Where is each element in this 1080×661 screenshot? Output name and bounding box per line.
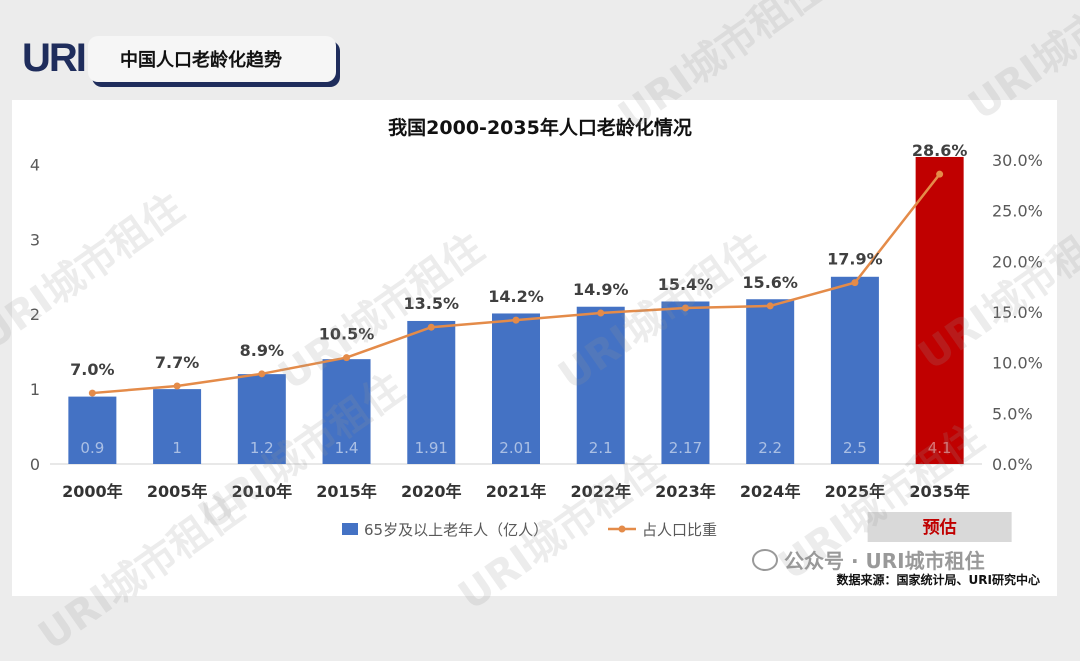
legend-bar-swatch bbox=[342, 523, 358, 535]
x-tick-label: 2022年 bbox=[570, 482, 631, 501]
bar bbox=[68, 396, 117, 464]
bar-data-label: 2.2 bbox=[758, 439, 782, 457]
bar-data-label: 2.17 bbox=[669, 439, 702, 457]
line-point bbox=[766, 302, 774, 310]
x-tick-label: 2025年 bbox=[825, 482, 886, 501]
x-tick-label: 2021年 bbox=[486, 482, 547, 501]
line-point bbox=[427, 323, 435, 331]
chart-title: 我国2000-2035年人口老龄化情况 bbox=[388, 116, 692, 139]
bar bbox=[576, 306, 625, 464]
wechat-icon bbox=[752, 548, 778, 571]
y-right-tick-label: 10.0% bbox=[992, 354, 1043, 373]
line-data-label: 28.6% bbox=[912, 141, 968, 160]
y-left-tick-label: 0 bbox=[30, 455, 40, 474]
y-right-tick-label: 5.0% bbox=[992, 404, 1033, 423]
bar bbox=[237, 374, 286, 464]
x-tick-label: 2035年 bbox=[909, 482, 970, 501]
legend-bar-label: 65岁及以上老年人（亿人） bbox=[364, 521, 548, 539]
x-tick-label: 2015年 bbox=[316, 482, 377, 501]
y-right-tick-label: 25.0% bbox=[992, 202, 1043, 221]
bar bbox=[322, 359, 371, 464]
y-left-tick-label: 1 bbox=[30, 380, 40, 399]
line-point bbox=[851, 279, 859, 287]
x-tick-label: 2010年 bbox=[232, 482, 293, 501]
x-tick-label: 2000年 bbox=[62, 482, 123, 501]
bar bbox=[746, 299, 795, 464]
x-tick-label: 2020年 bbox=[401, 482, 462, 501]
bar bbox=[661, 301, 710, 464]
bar-data-label: 1.4 bbox=[335, 439, 359, 457]
bar-data-label: 1.2 bbox=[250, 439, 274, 457]
line-data-label: 7.0% bbox=[70, 360, 114, 379]
page-title: 中国人口老龄化趋势 bbox=[88, 36, 336, 82]
line-point bbox=[681, 304, 689, 312]
y-right-tick-label: 20.0% bbox=[992, 252, 1043, 271]
bar-data-label: 1.91 bbox=[415, 439, 448, 457]
y-left-tick-label: 3 bbox=[30, 230, 40, 249]
legend-line-marker bbox=[618, 525, 626, 533]
bar bbox=[153, 389, 202, 464]
line-point bbox=[597, 309, 605, 317]
line-data-label: 10.5% bbox=[319, 325, 375, 344]
page-title-text: 中国人口老龄化趋势 bbox=[120, 50, 282, 71]
y-left-tick-label: 2 bbox=[30, 305, 40, 324]
bar bbox=[830, 276, 879, 464]
bar-data-label: 2.01 bbox=[499, 439, 532, 457]
x-tick-label: 2023年 bbox=[655, 482, 716, 501]
line-data-label: 15.4% bbox=[658, 275, 714, 294]
y-right-tick-label: 15.0% bbox=[992, 303, 1043, 322]
line-point bbox=[258, 370, 266, 378]
legend-line-label: 占人口比重 bbox=[642, 521, 717, 539]
y-left-tick-label: 4 bbox=[30, 155, 40, 174]
y-right-tick-label: 30.0% bbox=[992, 151, 1043, 170]
wechat-account: 公众号 · URI城市租住 bbox=[752, 545, 985, 574]
line-data-label: 8.9% bbox=[240, 341, 284, 360]
line-point bbox=[343, 354, 351, 362]
bar-data-label: 2.5 bbox=[843, 439, 867, 457]
line-data-label: 14.9% bbox=[573, 280, 629, 299]
bar bbox=[492, 313, 540, 464]
line-data-label: 13.5% bbox=[404, 294, 460, 313]
bar-data-label: 1 bbox=[172, 439, 182, 457]
bar bbox=[407, 320, 456, 464]
line-data-label: 14.2% bbox=[488, 287, 544, 306]
forecast-label: 预估 bbox=[923, 517, 957, 538]
bar-data-label: 2.1 bbox=[589, 439, 613, 457]
uri-logo: URI bbox=[22, 36, 87, 80]
line-data-label: 15.6% bbox=[742, 273, 798, 292]
line-data-label: 17.9% bbox=[827, 250, 883, 269]
source-note: 数据来源：国家统计局、URI研究中心 bbox=[836, 573, 1040, 587]
line-point bbox=[88, 389, 96, 397]
line-point bbox=[936, 170, 944, 178]
line-point bbox=[173, 382, 181, 390]
line-data-label: 7.7% bbox=[155, 353, 199, 372]
bar bbox=[915, 156, 964, 464]
line-point bbox=[512, 316, 520, 324]
bar-data-label: 4.1 bbox=[928, 439, 952, 457]
forecast-box bbox=[867, 512, 1012, 542]
chart: 我国2000-2035年人口老龄化情况 0 1 2 3 4 0.0% 5.0% 10.0% 15.… bbox=[30, 116, 1043, 542]
bar-data-label: 0.9 bbox=[80, 439, 104, 457]
y-right-tick-label: 0.0% bbox=[992, 455, 1033, 474]
wechat-account-text: 公众号 · URI城市租住 bbox=[784, 549, 985, 573]
x-tick-label: 2005年 bbox=[147, 482, 208, 501]
x-tick-label: 2024年 bbox=[740, 482, 801, 501]
